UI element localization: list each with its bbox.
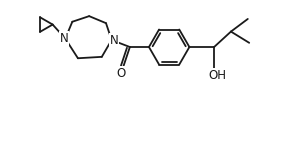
Text: N: N xyxy=(60,32,68,45)
Text: O: O xyxy=(117,67,126,80)
Text: N: N xyxy=(109,34,118,47)
Text: OH: OH xyxy=(208,69,227,82)
